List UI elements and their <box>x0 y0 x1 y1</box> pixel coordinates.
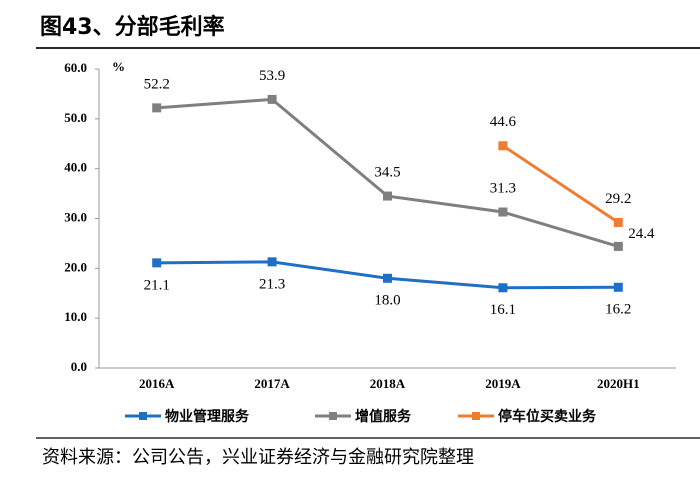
data-label: 52.2 <box>144 76 170 92</box>
x-tick-label: 2017A <box>254 376 290 391</box>
data-label: 21.1 <box>144 277 170 293</box>
legend-label: 增值服务 <box>355 408 412 425</box>
source-note: 资料来源：公司公告，兴业证券经济与金融研究院整理 <box>42 447 474 468</box>
y-tick-label: 50.0 <box>64 110 87 125</box>
legend-marker <box>329 412 337 420</box>
legend-label: 停车位买卖业务 <box>498 408 597 425</box>
y-tick-label: 0.0 <box>71 359 87 374</box>
point-marker <box>613 241 623 251</box>
data-label: 44.6 <box>490 114 517 130</box>
point-marker <box>383 191 392 201</box>
y-tick-label: 60.0 <box>64 60 87 75</box>
figure-title: 图43、分部毛利率 <box>40 14 225 40</box>
legend-marker <box>139 412 147 420</box>
point-marker <box>498 283 508 293</box>
data-label: 24.4 <box>628 226 655 242</box>
data-label: 53.9 <box>259 68 285 84</box>
point-marker <box>383 273 392 283</box>
point-marker <box>267 257 277 267</box>
point-marker <box>498 207 508 217</box>
legend-marker <box>472 412 480 420</box>
legend-label: 物业管理服务 <box>165 408 250 425</box>
point-marker <box>267 94 277 104</box>
data-label: 16.2 <box>605 302 631 318</box>
x-tick-label: 2019A <box>485 376 521 391</box>
data-label: 34.5 <box>374 165 400 181</box>
point-marker <box>152 103 162 113</box>
x-tick-label: 2016A <box>139 376 175 391</box>
x-tick-label: 2018A <box>370 376 406 391</box>
series-line <box>502 144 620 224</box>
unit-label: % <box>112 59 125 74</box>
data-label: 16.1 <box>490 302 516 318</box>
y-tick-label: 40.0 <box>64 160 87 175</box>
y-tick-label: 10.0 <box>64 309 87 324</box>
point-marker <box>498 141 508 151</box>
data-label: 31.3 <box>490 180 516 196</box>
point-marker <box>152 258 162 268</box>
data-label: 21.3 <box>259 276 285 292</box>
data-label: 18.0 <box>374 293 400 309</box>
y-tick-label: 20.0 <box>64 259 87 274</box>
point-marker <box>613 282 623 292</box>
x-tick-label: 2020H1 <box>597 376 640 391</box>
point-marker <box>613 217 623 227</box>
data-label: 29.2 <box>605 191 631 207</box>
y-tick-label: 30.0 <box>64 209 87 224</box>
